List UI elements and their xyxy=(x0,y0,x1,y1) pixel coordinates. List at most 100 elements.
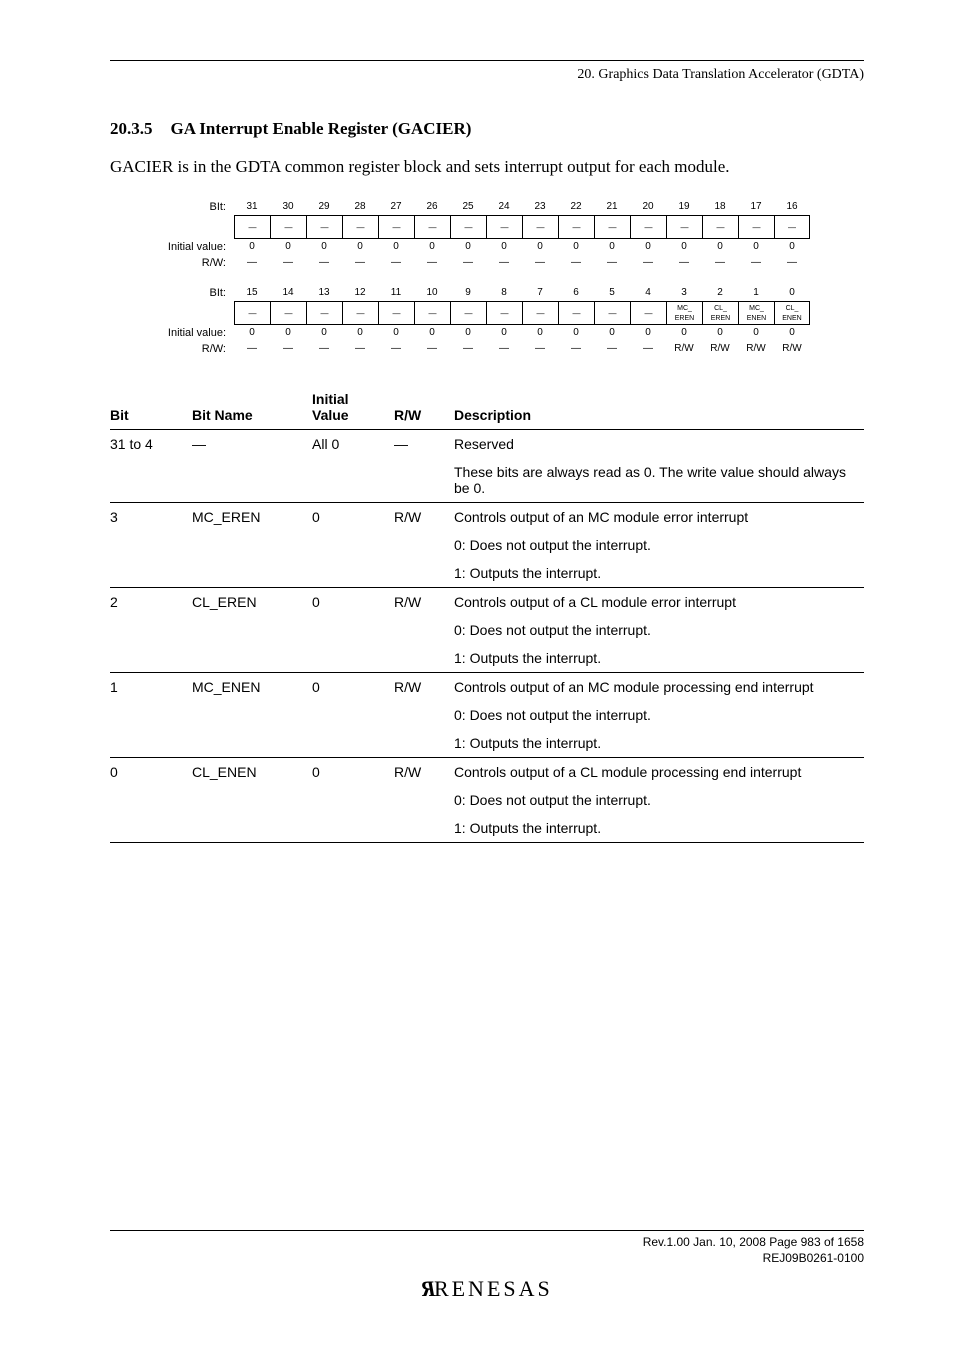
bit-cell: 0 xyxy=(738,239,774,255)
bit-cell: 27 xyxy=(378,199,414,215)
bit-cell: — xyxy=(342,341,378,357)
bit-cell: 31 xyxy=(234,199,270,215)
bit-cell: — xyxy=(630,341,666,357)
row-label-bit: BIt: xyxy=(146,201,234,213)
bit-cell: 9 xyxy=(450,285,486,301)
cell-rw: — xyxy=(394,430,454,503)
bit-cell: 10 xyxy=(414,285,450,301)
bit-cell: 0 xyxy=(234,325,270,341)
bit-cell: 0 xyxy=(342,239,378,255)
bit-cell: 29 xyxy=(306,199,342,215)
bit-field: — xyxy=(630,215,666,239)
bit-cell: — xyxy=(414,255,450,271)
bit-cell: — xyxy=(450,255,486,271)
bit-cell: 7 xyxy=(522,285,558,301)
bit-cell: 0 xyxy=(270,239,306,255)
bit-field: — xyxy=(234,301,270,325)
bit-field: — xyxy=(378,301,414,325)
cell-init: 0 xyxy=(312,673,394,758)
bit-cell: 0 xyxy=(378,239,414,255)
bit-cell: 0 xyxy=(450,239,486,255)
bit-cell: — xyxy=(414,341,450,357)
cell-desc: These bits are always read as 0. The wri… xyxy=(454,458,864,503)
bit-cell: 0 xyxy=(522,325,558,341)
cell-rw: R/W xyxy=(394,588,454,673)
cell-desc: 0: Does not output the interrupt. xyxy=(454,531,864,559)
bit-cell: — xyxy=(594,341,630,357)
bit-field: — xyxy=(450,301,486,325)
cell-desc: Controls output of a CL module error int… xyxy=(454,588,864,617)
section-name: GA Interrupt Enable Register (GACIER) xyxy=(171,119,472,138)
cell-desc: 1: Outputs the interrupt. xyxy=(454,729,864,758)
footer-rule xyxy=(110,1230,864,1231)
bit-field: — xyxy=(342,301,378,325)
bit-cell: — xyxy=(558,255,594,271)
th-desc: Description xyxy=(454,385,864,430)
bit-cell: — xyxy=(486,255,522,271)
bit-cell: 0 xyxy=(774,239,810,255)
bit-cell: 25 xyxy=(450,199,486,215)
bit-cell: 0 xyxy=(558,325,594,341)
bit-cell: — xyxy=(234,341,270,357)
bit-cell: — xyxy=(306,341,342,357)
bit-field: MC_ENEN xyxy=(738,301,774,325)
bit-cell: R/W xyxy=(774,341,810,357)
bit-cell: — xyxy=(702,255,738,271)
bit-cell: 0 xyxy=(702,239,738,255)
renesas-logo: RRENESAS xyxy=(110,1276,864,1302)
th-rw: R/W xyxy=(394,385,454,430)
bit-cell: — xyxy=(522,341,558,357)
bit-cell: 21 xyxy=(594,199,630,215)
bit-field: — xyxy=(522,215,558,239)
renesas-logo-r: R xyxy=(421,1276,436,1302)
bit-field: — xyxy=(342,215,378,239)
bit-cell: 17 xyxy=(738,199,774,215)
bit-cell: — xyxy=(270,255,306,271)
bit-cell: 3 xyxy=(666,285,702,301)
row-label-bit: BIt: xyxy=(146,287,234,299)
bit-field: CL_ENEN xyxy=(774,301,810,325)
bit-cell: 0 xyxy=(630,239,666,255)
bit-cell: — xyxy=(630,255,666,271)
bit-field: — xyxy=(306,215,342,239)
cell-desc: 0: Does not output the interrupt. xyxy=(454,616,864,644)
bit-cell: 0 xyxy=(774,285,810,301)
bit-cell: 0 xyxy=(666,239,702,255)
bit-field: — xyxy=(306,301,342,325)
bit-cell: — xyxy=(378,341,414,357)
cell-rw: R/W xyxy=(394,503,454,588)
row-label-rw: R/W: xyxy=(146,257,234,269)
bit-field: — xyxy=(558,215,594,239)
section-number: 20.3.5 xyxy=(110,119,153,138)
bit-cell: 6 xyxy=(558,285,594,301)
bit-field: — xyxy=(234,215,270,239)
bit-description-table: Bit Bit Name InitialValue R/W Descriptio… xyxy=(110,385,864,843)
cell-rw: R/W xyxy=(394,673,454,758)
footer-line2: REJ09B0261-0100 xyxy=(763,1251,864,1265)
bit-cell: 0 xyxy=(594,239,630,255)
bit-field: — xyxy=(702,215,738,239)
bit-cell: 19 xyxy=(666,199,702,215)
table-row: 3MC_EREN0R/WControls output of an MC mod… xyxy=(110,503,864,532)
bit-cell: 15 xyxy=(234,285,270,301)
th-initial: InitialValue xyxy=(312,385,394,430)
bit-cell: 24 xyxy=(486,199,522,215)
bit-cell: 0 xyxy=(342,325,378,341)
bit-cell: 14 xyxy=(270,285,306,301)
bit-cell: 4 xyxy=(630,285,666,301)
bit-field: — xyxy=(774,215,810,239)
cell-init: All 0 xyxy=(312,430,394,503)
footer-line1: Rev.1.00 Jan. 10, 2008 Page 983 of 1658 xyxy=(643,1235,864,1249)
bit-cell: 28 xyxy=(342,199,378,215)
bit-cell: — xyxy=(450,341,486,357)
bit-cell: 12 xyxy=(342,285,378,301)
running-head: 20. Graphics Data Translation Accelerato… xyxy=(110,67,864,83)
cell-bit: 1 xyxy=(110,673,192,758)
row-label-rw: R/W: xyxy=(146,343,234,355)
cell-name: CL_ENEN xyxy=(192,758,312,843)
table-row: 31 to 4—All 0—Reserved xyxy=(110,430,864,459)
bit-cell: 2 xyxy=(702,285,738,301)
bit-cell: 16 xyxy=(774,199,810,215)
bit-cell: — xyxy=(738,255,774,271)
cell-name: — xyxy=(192,430,312,503)
